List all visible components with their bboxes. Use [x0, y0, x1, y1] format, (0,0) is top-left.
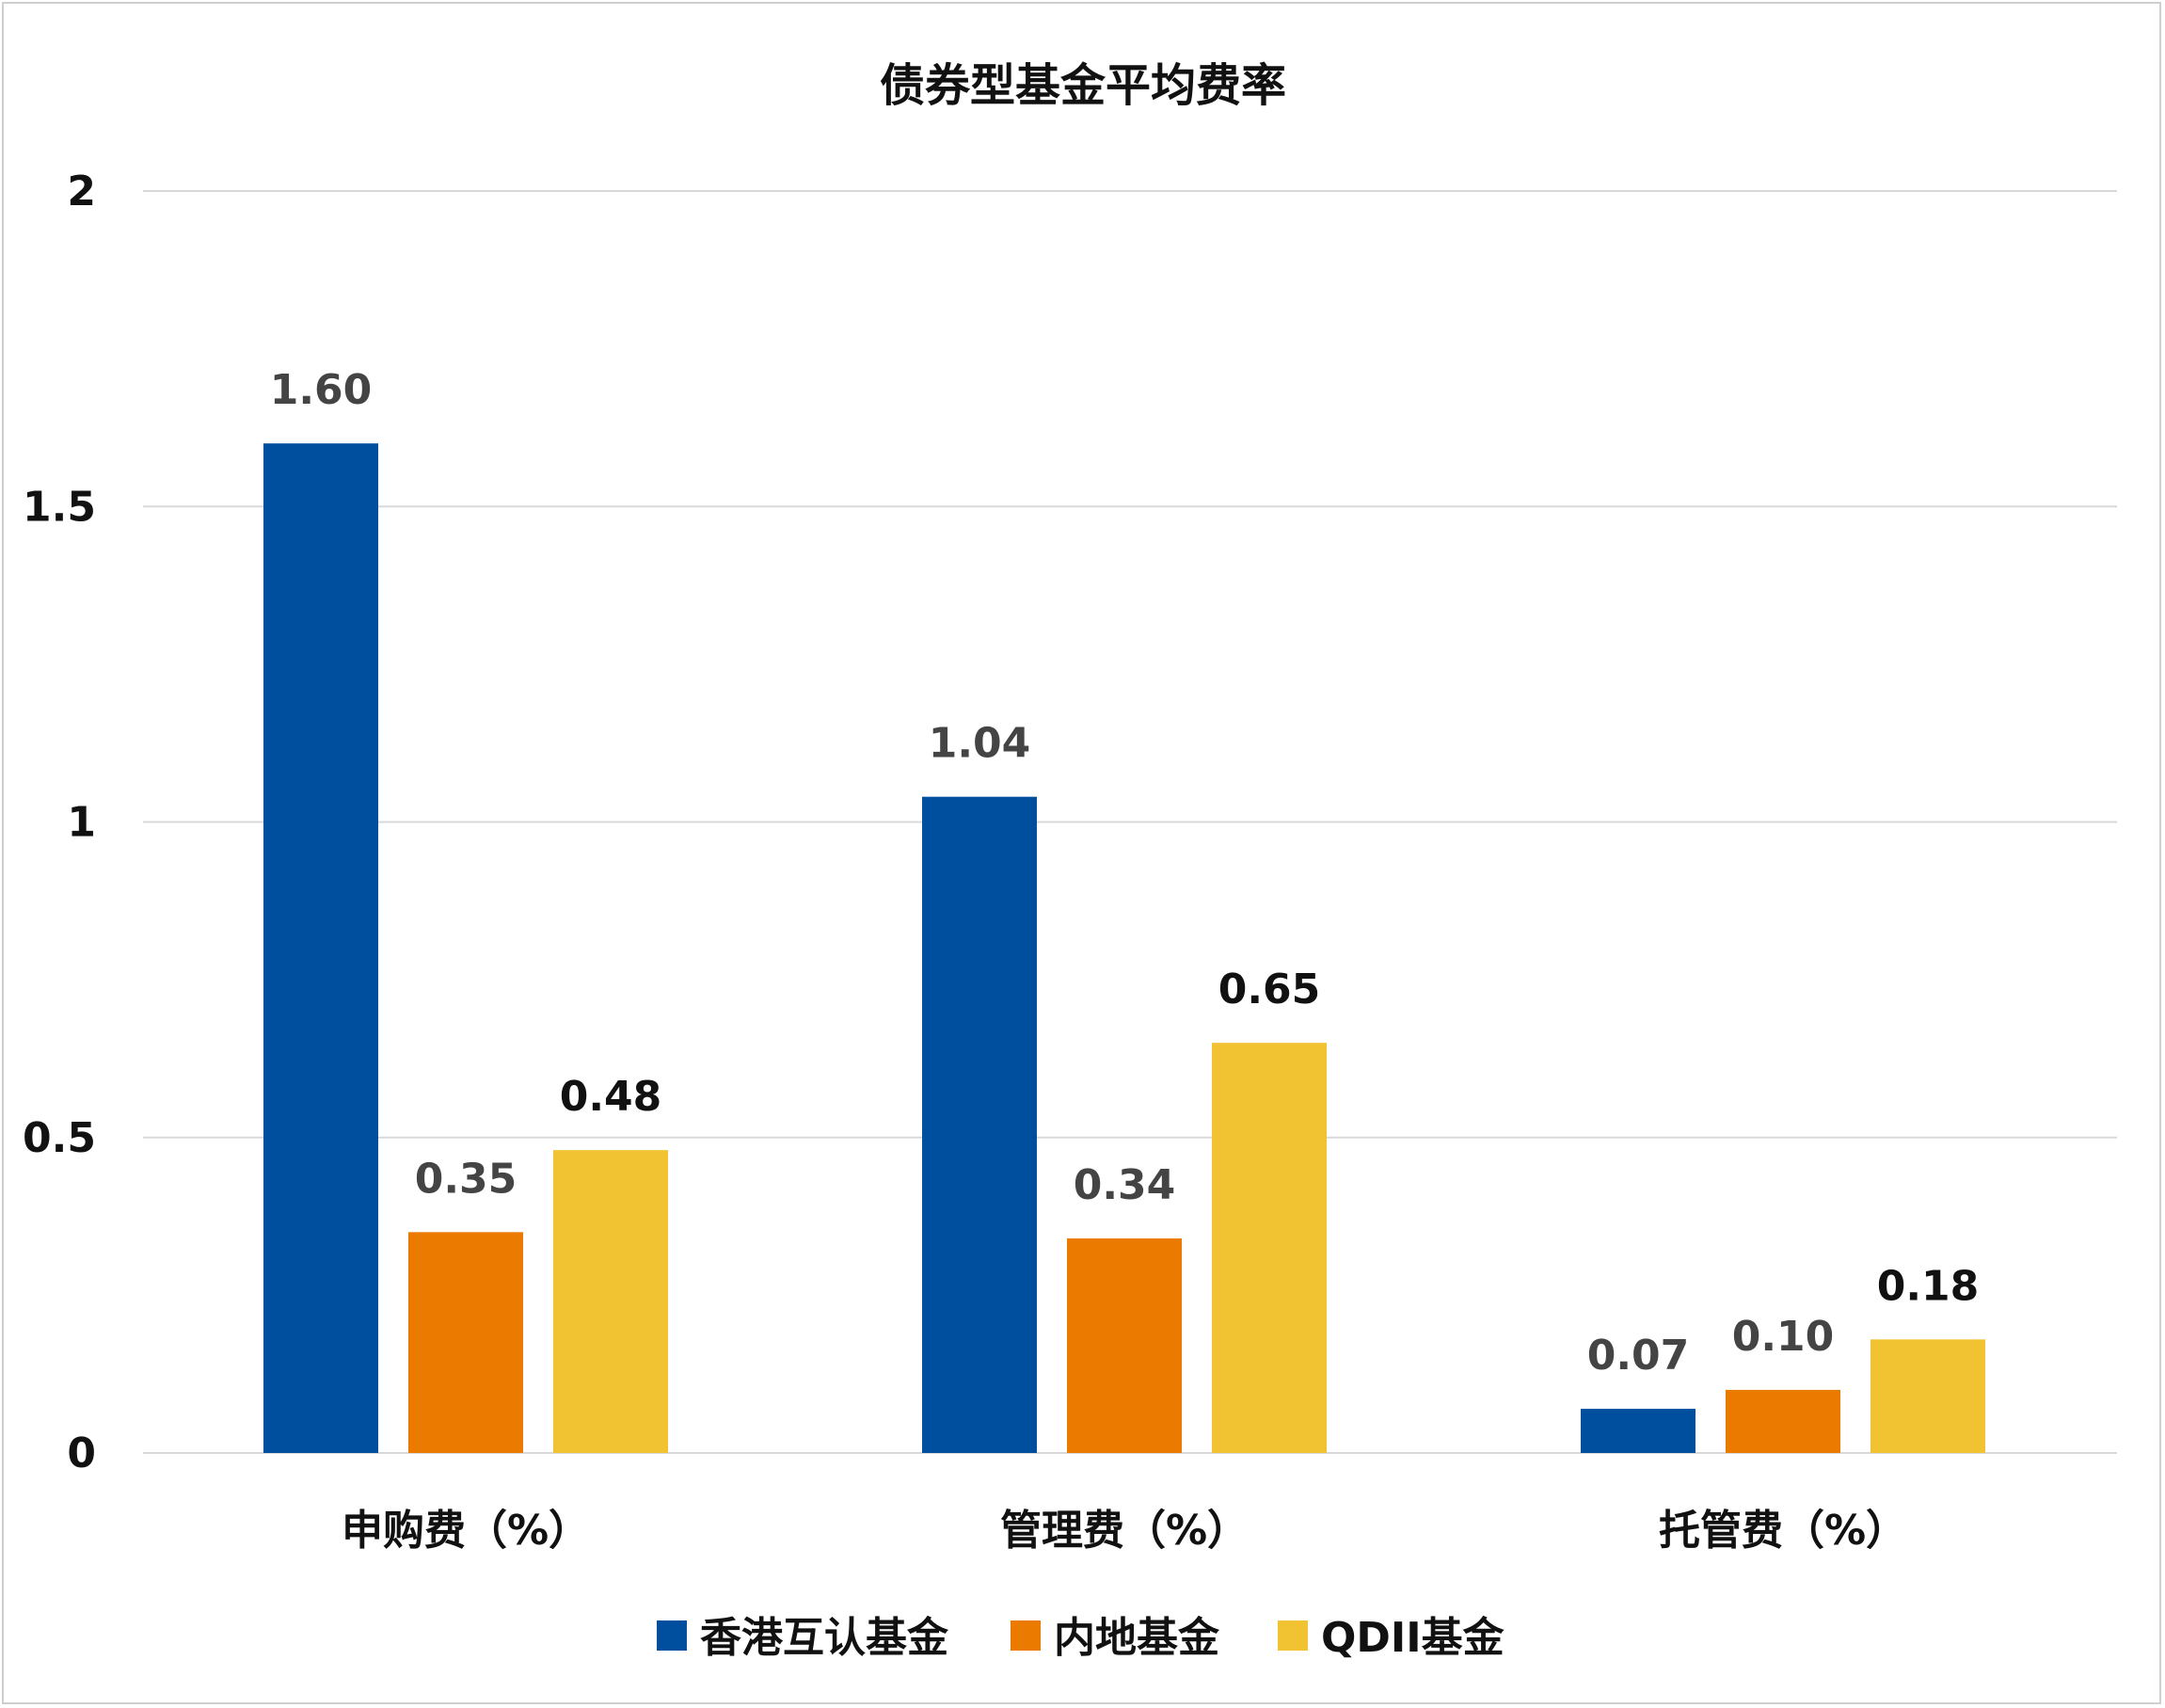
data-label: 0.07: [1587, 1332, 1690, 1380]
legend-swatch: [657, 1620, 687, 1651]
data-labels: 1.60 0.35 0.48 1.04 0.34 0.65 0.07 0.10 0.18: [270, 366, 1980, 1380]
data-label: 0.18: [1877, 1262, 1980, 1310]
bar: [1726, 1389, 1840, 1453]
bar: [1067, 1238, 1182, 1453]
y-axis-ticks: 0 0.5 1 1.5 2: [23, 168, 96, 1477]
legend-label: QDII基金: [1321, 1614, 1505, 1662]
legend-swatch: [1011, 1620, 1041, 1651]
legend-label: 内地基金: [1054, 1614, 1220, 1662]
data-label: 1.60: [270, 366, 373, 414]
x-tick-label: 管理费（%）: [1000, 1507, 1249, 1555]
data-label: 0.48: [560, 1073, 662, 1121]
data-label: 0.10: [1732, 1313, 1835, 1361]
data-label: 1.04: [929, 720, 1031, 768]
bar: [1581, 1409, 1695, 1453]
x-tick-label: 托管费（%）: [1659, 1507, 1907, 1555]
x-axis-ticks: 申购费（%） 管理费（%） 托管费（%）: [342, 1507, 1907, 1555]
y-tick-label: 0.5: [23, 1114, 96, 1162]
legend-label: 香港互认基金: [700, 1614, 949, 1662]
bar: [263, 443, 378, 1454]
legend: 香港互认基金 内地基金 QDII基金: [657, 1614, 1505, 1662]
bar: [408, 1232, 523, 1453]
y-tick-label: 2: [67, 168, 96, 215]
x-tick-label: 申购费（%）: [342, 1507, 590, 1555]
bar-chart: 债券型基金平均费率 0 0.5 1 1.5 2 1.60 0.35 0.48 1.04 0.34…: [23, 59, 2117, 1662]
legend-swatch: [1278, 1620, 1308, 1651]
data-label: 0.65: [1218, 966, 1321, 1014]
y-tick-label: 1: [67, 799, 96, 847]
bar: [1870, 1339, 1985, 1453]
data-label: 0.35: [415, 1155, 517, 1203]
bar: [1212, 1043, 1327, 1453]
bar: [553, 1150, 668, 1453]
bar: [922, 796, 1037, 1453]
y-tick-label: 1.5: [23, 483, 96, 531]
data-label: 0.34: [1074, 1161, 1176, 1209]
bars: [263, 443, 1985, 1454]
chart-title: 债券型基金平均费率: [880, 59, 1286, 112]
y-tick-label: 0: [67, 1429, 96, 1477]
